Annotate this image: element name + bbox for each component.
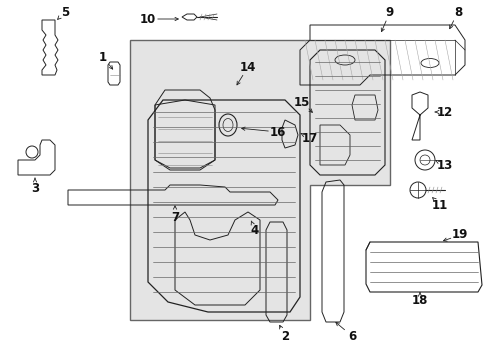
Text: 10: 10: [140, 13, 156, 26]
Text: 17: 17: [301, 131, 318, 144]
Text: 2: 2: [281, 329, 288, 342]
Text: 19: 19: [451, 229, 467, 242]
Text: 3: 3: [31, 181, 39, 194]
Text: 15: 15: [293, 95, 309, 108]
Text: 6: 6: [347, 329, 355, 342]
Text: 1: 1: [99, 50, 107, 63]
Text: 4: 4: [250, 224, 259, 237]
Text: 8: 8: [453, 5, 461, 18]
Text: 7: 7: [171, 211, 179, 224]
Text: 9: 9: [385, 5, 393, 18]
Text: 12: 12: [436, 105, 452, 118]
Text: 11: 11: [431, 198, 447, 212]
Polygon shape: [130, 40, 389, 320]
Text: 5: 5: [61, 5, 69, 18]
Text: 16: 16: [269, 126, 285, 139]
Text: 14: 14: [239, 60, 256, 73]
Text: 18: 18: [411, 293, 427, 306]
Text: 13: 13: [436, 158, 452, 171]
